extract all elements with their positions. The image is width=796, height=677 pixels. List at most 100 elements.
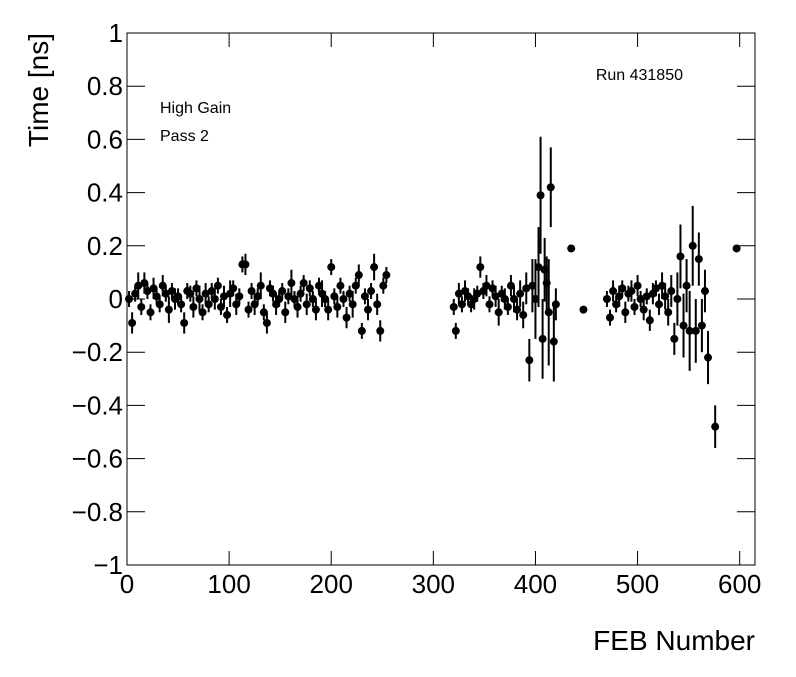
data-point bbox=[161, 289, 170, 298]
y-tick-label: −0.2 bbox=[72, 337, 123, 367]
data-point bbox=[373, 300, 382, 309]
data-point bbox=[351, 281, 360, 290]
data-point bbox=[253, 292, 262, 301]
x-tick-label: 400 bbox=[514, 569, 557, 599]
data-point bbox=[379, 281, 388, 290]
y-axis-title: Time [ns] bbox=[23, 33, 54, 147]
data-point bbox=[275, 295, 284, 303]
data-point bbox=[605, 313, 614, 322]
data-point bbox=[464, 292, 473, 301]
data-point bbox=[296, 289, 305, 298]
data-point bbox=[152, 292, 161, 301]
x-tick-label: 300 bbox=[412, 569, 455, 599]
data-point bbox=[376, 326, 385, 335]
data-point bbox=[645, 316, 654, 325]
data-point bbox=[247, 287, 256, 296]
data-point bbox=[531, 295, 540, 303]
x-tick-label: 100 bbox=[207, 569, 250, 599]
data-point bbox=[269, 289, 278, 298]
data-point bbox=[321, 295, 330, 303]
data-point bbox=[700, 287, 709, 296]
data-point bbox=[482, 281, 491, 290]
data-point bbox=[360, 292, 369, 301]
data-point bbox=[158, 281, 167, 290]
data-point bbox=[186, 289, 195, 298]
data-point bbox=[131, 289, 140, 298]
data-point bbox=[213, 281, 222, 290]
data-point bbox=[621, 308, 630, 317]
y-tick-label: −0.6 bbox=[72, 444, 123, 474]
data-point bbox=[363, 305, 372, 314]
data-point bbox=[308, 295, 317, 303]
data-point bbox=[287, 279, 296, 288]
data-point bbox=[516, 289, 525, 298]
data-point bbox=[534, 263, 543, 272]
x-tick-label: 500 bbox=[616, 569, 659, 599]
y-tick-label: 0 bbox=[109, 284, 123, 314]
pass-label: Pass 2 bbox=[160, 128, 209, 145]
data-point bbox=[476, 263, 485, 272]
data-point bbox=[651, 284, 660, 293]
data-point bbox=[342, 313, 351, 322]
data-point bbox=[134, 281, 143, 290]
data-point bbox=[216, 302, 225, 311]
data-point bbox=[667, 287, 676, 296]
y-tick-label: 0.2 bbox=[87, 231, 123, 261]
data-point bbox=[685, 326, 694, 335]
run-label: Run 431850 bbox=[596, 67, 683, 84]
data-point bbox=[192, 284, 201, 293]
data-point bbox=[305, 284, 314, 293]
data-point bbox=[636, 295, 645, 303]
data-point bbox=[579, 305, 588, 314]
data-point bbox=[551, 300, 560, 309]
data-point bbox=[488, 284, 497, 293]
data-point bbox=[229, 284, 238, 293]
y-tick-label: −0.8 bbox=[72, 497, 123, 527]
data-point bbox=[454, 289, 463, 298]
data-point bbox=[336, 281, 345, 290]
data-point bbox=[494, 308, 503, 317]
data-point bbox=[457, 300, 466, 309]
data-point bbox=[220, 292, 229, 301]
data-point bbox=[522, 284, 531, 293]
data-point bbox=[676, 252, 685, 261]
data-point bbox=[704, 353, 713, 362]
data-point bbox=[567, 244, 576, 253]
data-point bbox=[281, 308, 290, 317]
data-point bbox=[155, 300, 164, 309]
data-point bbox=[711, 422, 720, 431]
data-point bbox=[694, 255, 703, 264]
data-point bbox=[262, 318, 271, 327]
data-point bbox=[639, 305, 648, 314]
data-point bbox=[195, 295, 204, 303]
data-point bbox=[299, 279, 308, 288]
data-point bbox=[210, 295, 219, 303]
data-point bbox=[204, 300, 213, 309]
data-point bbox=[259, 308, 268, 317]
data-point bbox=[324, 305, 333, 314]
y-tick-label: 1 bbox=[109, 18, 123, 48]
data-point bbox=[140, 279, 149, 288]
data-point bbox=[314, 281, 323, 290]
y-tick-label: 0.4 bbox=[87, 178, 123, 208]
data-point bbox=[670, 334, 679, 343]
data-point bbox=[146, 308, 155, 317]
data-point bbox=[137, 302, 146, 311]
data-point bbox=[485, 300, 494, 309]
data-point bbox=[244, 305, 253, 314]
data-point bbox=[128, 318, 137, 327]
data-point bbox=[339, 295, 348, 303]
data-point bbox=[658, 281, 667, 290]
data-point bbox=[143, 287, 152, 296]
data-point bbox=[180, 318, 189, 327]
data-point bbox=[544, 308, 553, 317]
data-point bbox=[519, 310, 528, 319]
data-point bbox=[549, 337, 558, 346]
data-point bbox=[278, 287, 287, 296]
data-point bbox=[732, 244, 741, 253]
data-point bbox=[167, 287, 176, 296]
data-point bbox=[367, 287, 376, 296]
data-point bbox=[612, 300, 621, 309]
data-point bbox=[345, 289, 354, 298]
